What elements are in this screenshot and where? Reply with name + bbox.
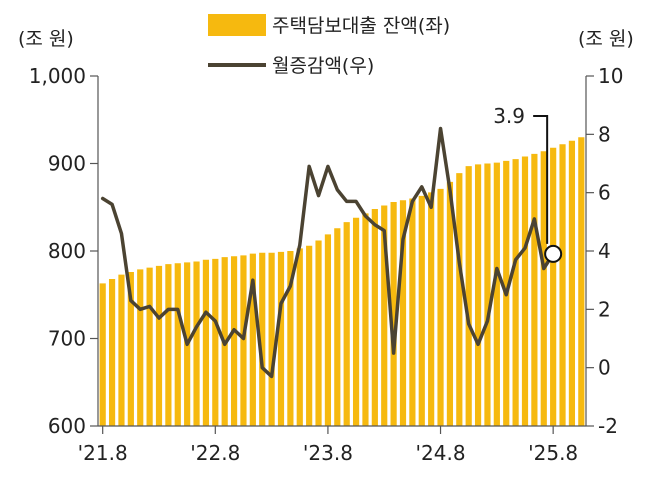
bar: [418, 195, 425, 427]
right-axis-unit: (조 원): [578, 28, 634, 50]
bar: [446, 181, 454, 427]
bar: [306, 245, 313, 426]
bar: [465, 166, 472, 427]
bar: [315, 240, 322, 426]
bar: [277, 251, 285, 427]
x-tick-label: '21.8: [78, 441, 128, 465]
bar: [456, 173, 463, 427]
right-tick-label: 4: [598, 239, 611, 263]
bar: [155, 265, 163, 427]
bar: [362, 213, 369, 427]
bar: [146, 267, 153, 427]
bar: [540, 151, 547, 426]
bar: [390, 202, 397, 426]
bar: [137, 269, 144, 427]
bar: [371, 209, 378, 426]
callout-connector: [533, 115, 549, 244]
x-tick-label: '23.8: [303, 441, 353, 465]
legend: 주택담보대출 잔액(좌) 월증감액(우): [208, 14, 450, 77]
bar: [249, 253, 256, 427]
left-tick-label: 600: [48, 414, 86, 438]
right-tick-label: 6: [598, 181, 611, 205]
bar: [296, 248, 303, 426]
bar: [352, 217, 360, 426]
callout-marker: [544, 244, 563, 263]
bar-series: [99, 137, 585, 427]
right-tick-label: 2: [598, 297, 611, 321]
right-tick-label: 8: [598, 122, 611, 146]
x-tick-label: '25.8: [528, 441, 578, 465]
left-tick-label: 900: [48, 152, 86, 176]
bar: [531, 153, 538, 427]
legend-label-bar: 주택담보대출 잔액(좌): [272, 15, 450, 37]
bar: [559, 144, 566, 426]
bar: [240, 255, 247, 427]
x-tick-label: '24.8: [416, 441, 466, 465]
bar: [287, 251, 294, 426]
x-tick-label: '22.8: [190, 441, 240, 465]
bar: [118, 274, 125, 427]
bar: [550, 147, 557, 426]
bar: [324, 234, 332, 427]
bar: [568, 140, 576, 426]
bar: [127, 272, 134, 426]
bar: [484, 163, 491, 426]
left-tick-label: 700: [48, 327, 86, 351]
callout-label: 3.9: [493, 104, 525, 128]
bar: [202, 259, 210, 426]
left-tick-label: 1,000: [29, 64, 86, 88]
legend-label-line: 월증감액(우): [272, 55, 374, 77]
bar: [474, 164, 482, 427]
left-tick-label: 800: [48, 239, 86, 263]
bar: [381, 205, 388, 426]
legend-swatch-bar: [208, 14, 266, 36]
line-series: [100, 115, 563, 379]
bar: [428, 192, 435, 427]
bar: [212, 258, 219, 427]
right-tick-label: 10: [598, 64, 623, 88]
bar: [230, 256, 238, 426]
left-axis-unit: (조 원): [18, 28, 74, 50]
line-path: [100, 126, 555, 379]
bar: [193, 261, 200, 426]
axes: 600 700 800 900 1,000 -2 0 2 4 6 8 10 '21.8 '22.8 '23.…: [29, 64, 624, 465]
bar: [334, 228, 341, 426]
bar: [399, 200, 407, 426]
bar: [108, 279, 116, 426]
bar: [259, 252, 266, 426]
bar: [174, 263, 181, 426]
bar: [165, 264, 172, 427]
right-tick-label: -2: [598, 414, 618, 438]
bar: [493, 162, 500, 427]
bar: [99, 283, 106, 427]
bar: [521, 156, 529, 426]
bar: [512, 159, 519, 427]
bar: [409, 198, 416, 426]
bar: [268, 252, 275, 426]
bar: [343, 222, 350, 427]
right-tick-label: 0: [598, 356, 611, 380]
bar: [437, 188, 444, 427]
bar: [578, 137, 585, 426]
